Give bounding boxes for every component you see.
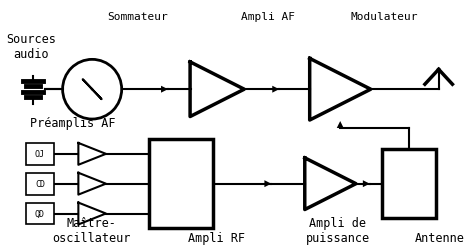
Text: OJ: OJ xyxy=(35,150,45,159)
Text: Ampli RF: Ampli RF xyxy=(188,231,245,244)
Text: Modulateur: Modulateur xyxy=(350,12,418,22)
Text: Ampli de
puissance: Ampli de puissance xyxy=(306,216,370,244)
Bar xyxy=(26,143,54,165)
Text: Sommateur: Sommateur xyxy=(108,12,169,22)
Text: Préamplis AF: Préamplis AF xyxy=(30,117,116,130)
Text: QD: QD xyxy=(35,209,45,218)
Text: CD: CD xyxy=(35,179,45,188)
Text: Ampli AF: Ampli AF xyxy=(241,12,295,22)
Polygon shape xyxy=(264,180,271,187)
Polygon shape xyxy=(161,86,168,93)
Polygon shape xyxy=(337,121,344,129)
Text: Antenne: Antenne xyxy=(415,231,465,244)
Polygon shape xyxy=(272,86,279,93)
Bar xyxy=(149,139,213,229)
Text: Maître-
oscillateur: Maître- oscillateur xyxy=(52,216,131,244)
Polygon shape xyxy=(363,180,370,187)
Bar xyxy=(26,203,54,225)
Bar xyxy=(26,173,54,195)
Text: Sources
audio: Sources audio xyxy=(6,33,56,61)
Bar xyxy=(382,149,436,219)
